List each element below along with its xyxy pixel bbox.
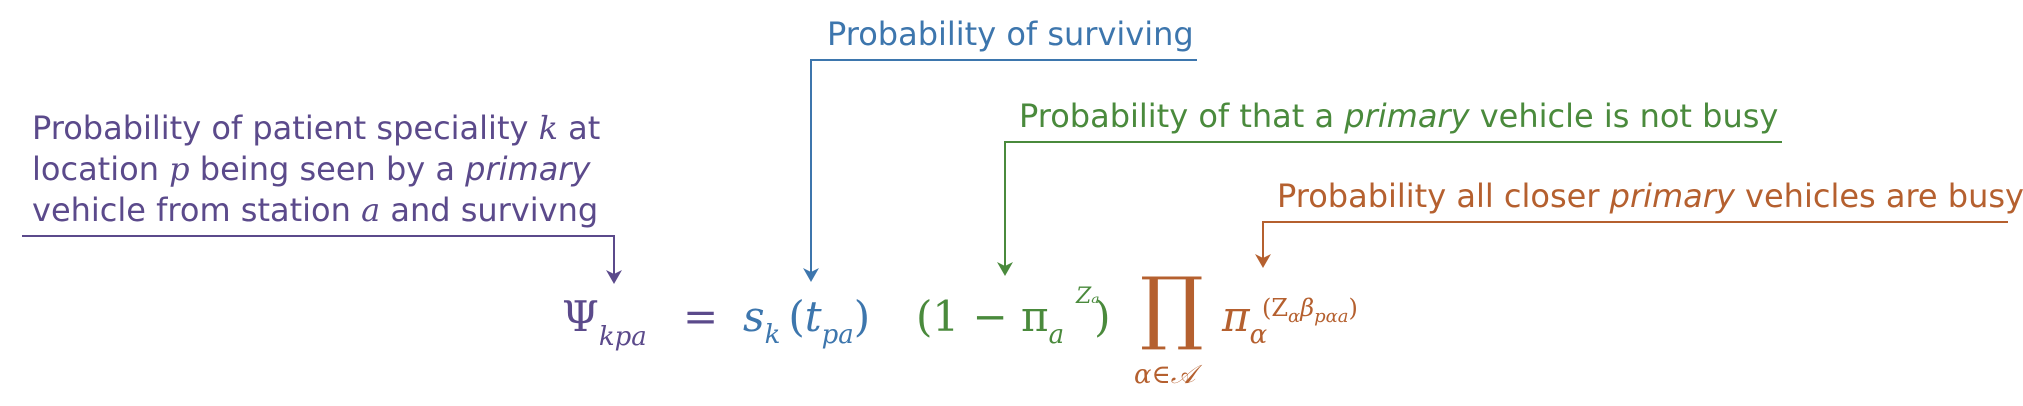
psi-label-line-1-text: Probability of patient speciality — [32, 109, 539, 147]
psi-label-var-p: p — [169, 150, 190, 188]
psi-arrowhead — [606, 270, 622, 284]
not-busy-label-text-end: vehicle is not busy — [1469, 97, 1779, 135]
closer-busy-label-emphasis: primary — [1609, 177, 1735, 215]
t-symbol: t — [804, 292, 822, 341]
psi-symbol: Ψ — [562, 292, 599, 341]
equals-symbol: = — [683, 292, 719, 341]
psi-label-line-2-text: location — [32, 150, 170, 188]
prod-glyph: ∏ — [1140, 260, 1204, 353]
psi-label-var-k: k — [538, 109, 558, 147]
closer-busy-label-text: Probability all closer — [1277, 177, 1610, 215]
psi-label-line-2-mid: being seen by a — [189, 150, 466, 188]
pi-symbol: π — [1222, 292, 1250, 341]
psi-label-line-1: Probability of patient speciality k at — [32, 108, 600, 149]
psi-label-line-3-text: vehicle from station — [32, 191, 362, 229]
survival-term: sk (tpa) — [743, 292, 871, 350]
not-busy-arrowhead — [997, 262, 1013, 276]
not-busy-term: (1 − πa Zₐ) — [916, 284, 1111, 350]
survival-label: Probability of surviving — [827, 14, 1194, 55]
s-subscript: k — [764, 320, 781, 350]
pi-subscript: a — [1048, 320, 1065, 350]
closer-busy-superscript: (Zαβpαa) — [1262, 294, 1358, 327]
pi-alpha-subscript: α — [1249, 320, 1268, 350]
one-minus-pi: (1 − π — [916, 292, 1049, 341]
sup-beta-subscript: pαa — [1314, 306, 1349, 327]
survival-label-text: Probability of surviving — [827, 15, 1194, 53]
sup-close: ) — [1348, 294, 1358, 322]
closer-busy-term: πα — [1222, 292, 1267, 350]
paren-close: ) — [853, 292, 871, 341]
not-busy-label: Probability of that a primary vehicle is… — [1019, 96, 1778, 137]
equation-lhs: Ψkpa — [562, 292, 647, 352]
not-busy-connector — [1004, 141, 1782, 270]
equals-sign: = — [683, 292, 718, 341]
t-subscript: pa — [821, 320, 854, 350]
psi-subscript: kpa — [598, 322, 647, 352]
psi-label-line-1-end: at — [557, 109, 601, 147]
sup-open-z: (Z — [1262, 294, 1289, 322]
closer-busy-label: Probability all closer primary vehicles … — [1277, 176, 2023, 217]
pi-superscript: Zₐ — [1076, 284, 1100, 309]
closer-busy-label-text-end: vehicles are busy — [1734, 177, 2023, 215]
psi-label-emphasis: primary — [465, 150, 591, 188]
closer-busy-connector — [1262, 221, 2008, 262]
psi-label-line-2: location p being seen by a primary — [32, 149, 590, 190]
survival-connector — [810, 59, 1197, 276]
product-subscript: α∈𝒜 — [1134, 360, 1195, 391]
paren-open: ( — [788, 292, 805, 341]
not-busy-label-text: Probability of that a — [1019, 97, 1345, 135]
sup-alpha: α — [1288, 306, 1301, 327]
not-busy-label-emphasis: primary — [1344, 97, 1470, 135]
paren-close-green: ) — [1094, 292, 1111, 341]
product-symbol: ∏ — [1140, 262, 1204, 352]
survival-arrowhead — [803, 268, 819, 282]
psi-label-line-3-end: and survivng — [380, 191, 599, 229]
closer-busy-arrowhead — [1255, 254, 1271, 268]
psi-connector — [22, 235, 615, 278]
psi-label-line-3: vehicle from station a and survivng — [32, 190, 598, 231]
prod-subscript-text: α∈𝒜 — [1134, 360, 1196, 390]
psi-label-var-a: a — [361, 191, 381, 229]
s-symbol: s — [743, 292, 765, 341]
sup-beta: β — [1300, 294, 1315, 322]
